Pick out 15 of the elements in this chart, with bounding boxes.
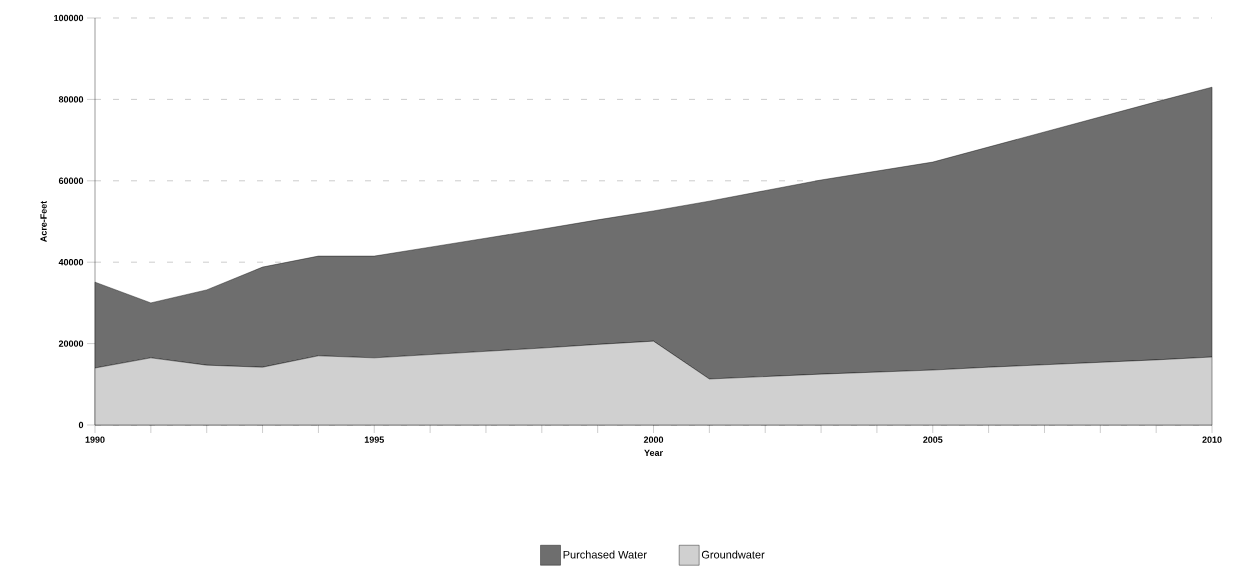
x-tick-label: 2010 (1202, 436, 1222, 443)
x-axis-title: Year (644, 449, 663, 456)
y-axis-title: Acre-Feet (40, 200, 47, 242)
y-tick-label: 20000 (58, 340, 84, 347)
y-tick-label: 100000 (54, 14, 84, 22)
y-tick-label: 60000 (58, 177, 84, 184)
y-tick-label: 80000 (58, 96, 84, 103)
x-tick-label: 1990 (85, 436, 105, 443)
x-tick-label: 2005 (923, 436, 943, 443)
legend-label: Purchased Water (563, 550, 647, 559)
y-tick-label: 0 (78, 421, 84, 429)
y-tick-label: 40000 (58, 259, 84, 266)
x-tick-label: 1995 (364, 436, 384, 443)
x-tick-label: 2000 (643, 436, 664, 443)
legend-label: Groundwater (701, 550, 765, 559)
